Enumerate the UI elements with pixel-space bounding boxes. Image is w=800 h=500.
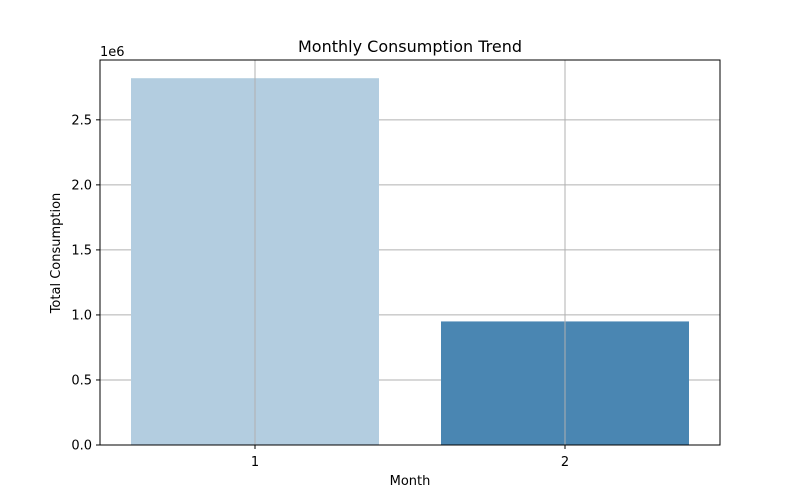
x-tick-label: 2 (561, 455, 569, 470)
y-tick-label: 0.5 (71, 373, 92, 388)
y-tick-label: 0.0 (71, 439, 92, 454)
vertical-grid-lines (254, 60, 566, 445)
y-axis-label: Total Consumption (49, 193, 64, 315)
y-tick-label: 1.0 (71, 308, 92, 323)
y-tick-label: 1.5 (71, 243, 92, 258)
chart-title: Monthly Consumption Trend (298, 37, 522, 56)
plot-frame (99, 59, 721, 446)
y-tick-label: 2.5 (71, 113, 92, 128)
y-offset-text: 1e6 (100, 45, 125, 60)
y-tick-label: 2.0 (71, 178, 92, 193)
x-tick-label: 1 (251, 455, 259, 470)
y-ticks: 0.0 0.5 1.0 1.5 2.0 2.5 (71, 113, 100, 454)
x-axis-label: Month (390, 474, 431, 489)
